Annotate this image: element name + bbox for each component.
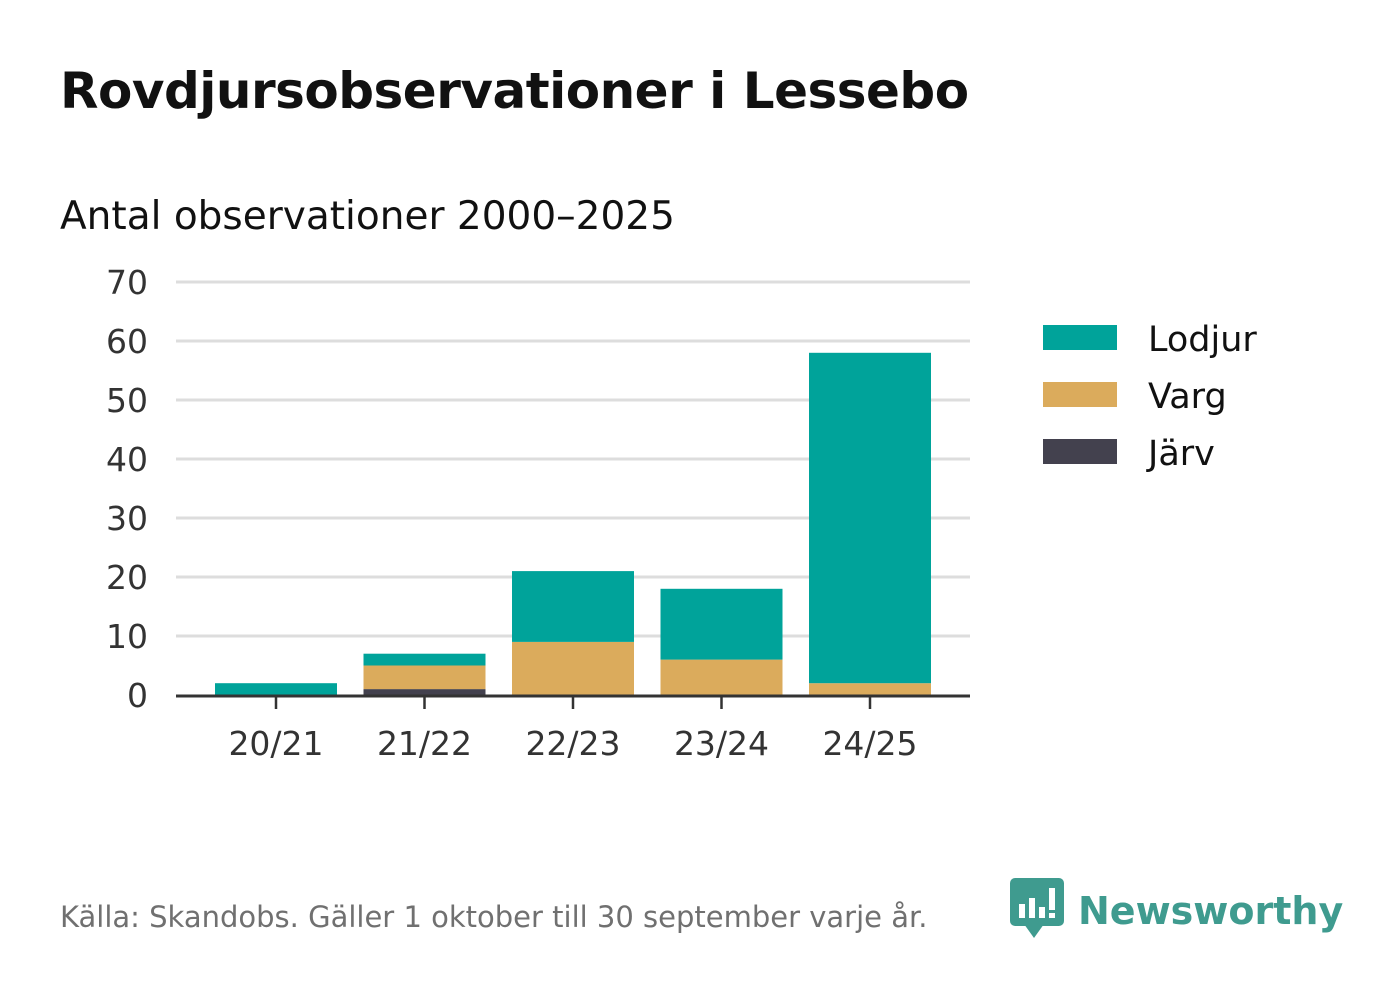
bar-segment	[363, 665, 486, 690]
y-tick-label: 70	[106, 263, 148, 302]
y-tick-label: 50	[106, 381, 148, 420]
y-tick-label: 0	[127, 676, 148, 715]
y-tick-label: 40	[106, 440, 148, 479]
x-tick-label: 21/22	[377, 724, 472, 763]
source-note: Källa: Skandobs. Gäller 1 oktober till 3…	[60, 900, 928, 934]
bar-segment	[363, 653, 486, 666]
x-tick-label: 24/25	[822, 724, 917, 763]
brand-name: Newsworthy	[1078, 889, 1344, 933]
x-tick-label: 20/21	[228, 724, 323, 763]
bars	[215, 352, 931, 695]
legend: Lodjur Varg Järv	[1043, 320, 1257, 474]
bar-segment	[660, 588, 783, 660]
y-tick-label: 60	[106, 322, 148, 361]
bar-segment	[512, 641, 634, 695]
bar-segment	[363, 689, 486, 695]
bar-segment	[660, 659, 783, 695]
bar-segment	[512, 571, 634, 642]
x-tick-label: 23/24	[674, 724, 769, 763]
legend-label: Järv	[1146, 434, 1215, 474]
y-tick-label: 10	[106, 617, 148, 656]
y-axis-ticks: 0 10 20 30 40 50 60 70	[106, 263, 148, 715]
bar-segment	[215, 683, 337, 695]
legend-swatch	[1043, 382, 1117, 407]
legend-swatch	[1043, 439, 1117, 464]
x-axis-ticks: 20/21 21/22 22/23 23/24 24/25	[228, 696, 918, 763]
chart-title: Rovdjursobservationer i Lessebo	[60, 62, 969, 120]
y-tick-label: 20	[106, 558, 148, 597]
y-tick-label: 30	[106, 499, 148, 538]
newsworthy-logo-icon	[1010, 878, 1064, 944]
legend-label: Varg	[1148, 377, 1227, 417]
legend-label: Lodjur	[1148, 320, 1257, 360]
x-tick-label: 22/23	[525, 724, 620, 763]
bar-segment	[809, 352, 931, 684]
bar-segment	[809, 683, 931, 695]
legend-swatch	[1043, 325, 1117, 350]
brand: Newsworthy	[1010, 878, 1343, 944]
chart-subtitle: Antal observationer 2000–2025	[60, 194, 675, 239]
